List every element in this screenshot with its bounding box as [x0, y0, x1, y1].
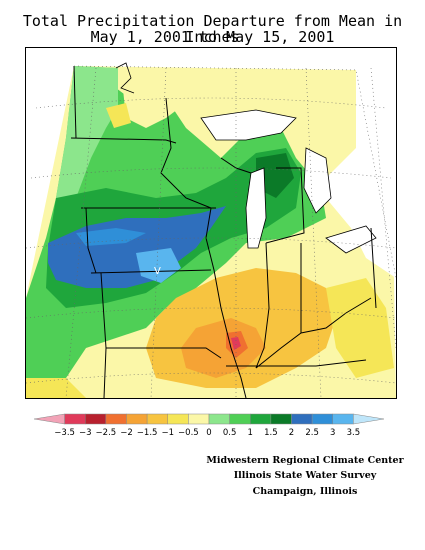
legend-swatch — [291, 413, 313, 425]
legend-swatch — [167, 413, 189, 425]
legend-swatch — [208, 413, 230, 425]
legend-tick-label: 2.5 — [305, 428, 319, 438]
map-title-line2: May 1, 2001 to May 15, 2001 — [90, 28, 335, 46]
color-legend: −3.5 −3 −2.5 −2 −1.5 −1 −0.5 0 0.5 1 1.5 2 2.5 3 3.5 — [33, 413, 385, 438]
map-title-line1: Total Precipitation Departure from Mean … — [22, 12, 403, 46]
legend-tick-label: −3.5 — [54, 428, 75, 438]
boundary-mn-wi — [160, 97, 212, 209]
legend-tick-label: −2 — [120, 428, 133, 438]
lake-michigan — [245, 167, 267, 249]
boundary-ia-ne — [85, 207, 97, 274]
boundary-mi — [265, 167, 305, 244]
legend-bars — [33, 413, 385, 425]
legend-swatch — [188, 413, 210, 425]
legend-tick-label: 3.5 — [347, 428, 361, 438]
lake-huron — [303, 147, 332, 214]
departure-zone-dry-core — [181, 318, 266, 378]
legend-swatch — [105, 413, 127, 425]
legend-swatch — [146, 413, 168, 425]
boundary-dakota — [70, 137, 177, 144]
departure-zone-green-dark — [256, 153, 294, 198]
legend-labels: −3.5 −3 −2.5 −2 −1.5 −1 −0.5 0 0.5 1 1.5 2 2.5 3 3.5 — [54, 428, 360, 438]
legend-tick-label: −3 — [79, 428, 92, 438]
credit-line3: Champaign, Illinois — [252, 486, 358, 497]
boundary-ia-mo — [90, 269, 212, 274]
lake-superior — [200, 109, 297, 141]
projection-blank-area — [326, 70, 396, 278]
departure-zone-wet-rim — [76, 228, 146, 246]
legend-swatch — [229, 413, 251, 425]
credit-line1: Midwestern Regional Climate Center — [206, 455, 404, 466]
legend-swatch — [311, 413, 333, 425]
boundary-ohio-river — [255, 297, 372, 369]
departure-zone-north-dry-core — [106, 103, 131, 128]
graticule — [26, 67, 396, 398]
canada-border — [115, 62, 135, 94]
lake-erie — [325, 225, 377, 254]
legend-tick-label: 1 — [248, 428, 253, 438]
legend-swatch — [270, 413, 292, 425]
station-marker: V — [154, 266, 161, 277]
legend-tick-label: 3 — [330, 428, 335, 438]
boundary-mo-ar — [106, 347, 222, 359]
legend-tick-label: 2 — [289, 428, 294, 438]
legend-swatch — [85, 413, 107, 425]
legend-tick-label: 1.5 — [264, 428, 278, 438]
credit-line2: Illinois State Water Survey — [233, 470, 377, 481]
legend-swatch — [332, 413, 354, 425]
departure-zone-east — [326, 278, 394, 378]
departure-zone-north-dry — [121, 70, 186, 128]
precipitation-map: V — [25, 47, 397, 399]
boundary-nd-sd — [73, 65, 77, 139]
legend-swatch — [126, 413, 148, 425]
legend-swatch — [64, 413, 86, 425]
boundary-oh-pa — [370, 227, 377, 309]
boundary-il-in — [255, 242, 270, 369]
legend-tick-label: −1 — [161, 428, 174, 438]
legend-swatch — [250, 413, 272, 425]
departure-zone-southwest — [26, 378, 86, 398]
legend-swatch — [33, 413, 65, 425]
legend-tick-label: 0 — [206, 428, 211, 438]
departure-zone-dry-max — [231, 337, 241, 350]
departure-zone-wet — [48, 206, 226, 288]
map-canvas: V — [26, 48, 396, 398]
legend-tick-label: 0.5 — [223, 428, 237, 438]
departure-zone-wet-core — [136, 248, 181, 283]
legend-tick-label: −1.5 — [137, 428, 158, 438]
boundary-ky-tn — [226, 359, 367, 367]
legend-swatch — [353, 413, 385, 425]
legend-tick-label: −0.5 — [178, 428, 199, 438]
legend-tick-label: −2.5 — [96, 428, 117, 438]
